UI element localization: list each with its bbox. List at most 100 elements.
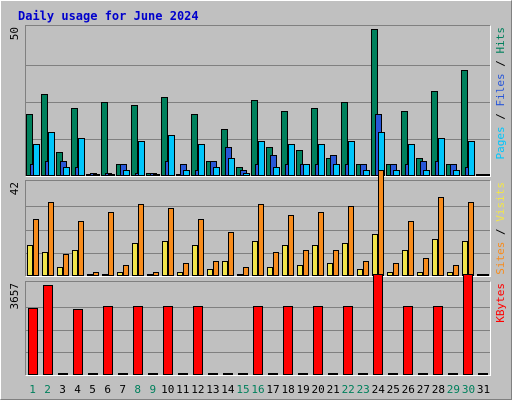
bar-pages-day-15 [243,173,250,176]
y-max-label: 42 [8,182,21,195]
bar-kbytes-day-4 [73,309,83,375]
bar-sites-day-5 [93,272,99,276]
panel-bevel-highlight [25,180,491,277]
x-tick-label-day-9: 9 [149,383,156,396]
bar-sites-day-16 [258,204,264,276]
bar-hits-day-6 [101,102,108,176]
bar-visits-day-22 [342,243,348,276]
bar-sites-day-7 [123,265,129,276]
x-tick-label-day-5: 5 [89,383,96,396]
bar-pages-day-12 [198,144,205,176]
x-tick-label-day-20: 20 [311,383,324,396]
bar-sites-day-3 [63,254,69,276]
right-axis-legend: Pages / Files / Hits [494,27,507,160]
bar-pages-day-28 [438,138,445,176]
series-hits [26,29,483,176]
x-tick-label-day-31: 31 [477,383,490,396]
bar-kbytes-day-9 [148,373,158,375]
bar-pages-day-6 [108,174,115,176]
bar-sites-day-4 [78,221,84,276]
bar-pages-day-4 [78,138,85,176]
bar-pages-day-3 [63,167,70,176]
x-tick-label-day-19: 19 [296,383,309,396]
bar-visits-day-12 [192,245,198,276]
bar-visits-day-5 [87,274,93,276]
bar-hits-day-28 [431,91,438,176]
bar-pages-day-22 [348,141,355,176]
bar-kbytes-day-24 [373,274,383,375]
x-tick-label-day-21: 21 [327,383,340,396]
x-tick-label-day-24: 24 [372,383,386,396]
bar-visits-day-29 [447,272,453,276]
bar-visits-day-21 [327,263,333,276]
bar-visits-day-10 [162,241,168,276]
bar-kbytes-day-1 [28,308,38,375]
bar-hits-day-4 [71,108,78,176]
x-tick-label-day-14: 14 [221,383,235,396]
bar-sites-day-21 [333,250,339,276]
bar-hits-day-18 [281,111,288,176]
bar-sites-day-30 [468,202,474,276]
bar-pages-day-13 [213,167,220,176]
bar-pages-day-26 [408,144,415,176]
bar-visits-day-11 [177,272,183,276]
bar-visits-day-4 [72,250,78,276]
bar-hits-day-10 [161,97,168,176]
bar-kbytes-day-13 [208,373,218,375]
bar-pages-day-30 [468,141,475,176]
bar-sites-day-9 [153,272,159,276]
x-tick-label-day-12: 12 [191,383,204,396]
bar-visits-day-30 [462,241,468,276]
right-axis-legend: Sites / Visits [494,182,507,275]
bar-hits-day-1 [26,114,33,176]
bar-visits-day-24 [372,234,378,276]
bar-hits-day-20 [311,108,318,176]
bar-visits-day-13 [207,269,213,276]
bar-visits-day-23 [357,269,363,276]
legend-hits: Hits [494,27,507,54]
x-tick-label-day-1: 1 [29,383,36,396]
x-tick-label-day-3: 3 [59,383,66,396]
bar-pages-day-10 [168,135,175,176]
bar-kbytes-day-26 [403,306,413,375]
bar-kbytes-day-11 [178,373,188,375]
bar-kbytes-day-3 [58,373,68,375]
bar-kbytes-day-7 [118,373,128,375]
chart-title: Daily usage for June 2024 [18,9,199,23]
bar-sites-day-20 [318,212,324,276]
bar-kbytes-day-17 [268,373,278,375]
x-tick-label-day-6: 6 [104,383,111,396]
panel-hits: 50 Pages / Files / Hits [8,25,507,177]
bar-kbytes-day-12 [193,306,203,375]
bar-visits-day-25 [387,272,393,276]
bar-pages-day-24 [378,132,385,176]
x-tick-label-day-4: 4 [74,383,81,396]
bar-kbytes-day-5 [88,373,98,375]
bar-pages-day-9 [153,174,160,176]
panel-kbytes: 3657 KBytes [8,274,507,376]
bar-hits-day-30 [461,70,468,176]
bar-hits-day-26 [401,111,408,176]
bar-kbytes-day-2 [43,285,53,375]
bar-sites-day-25 [393,263,399,276]
x-tick-label-day-11: 11 [176,383,189,396]
bar-pages-day-2 [48,132,55,176]
bar-sites-day-22 [348,206,354,276]
x-tick-label-day-30: 30 [462,383,475,396]
legend-sites: Sites [494,242,507,275]
bar-kbytes-day-8 [133,306,143,375]
bar-kbytes-day-28 [433,306,443,375]
bar-visits-day-7 [117,272,123,276]
bar-kbytes-day-30 [463,274,473,375]
bar-visits-day-28 [432,239,438,276]
bar-visits-day-20 [312,245,318,276]
x-tick-label-day-28: 28 [432,383,445,396]
bar-kbytes-day-27 [418,373,428,375]
bar-sites-day-31 [483,274,489,276]
bar-visits-day-18 [282,245,288,276]
bar-visits-day-16 [252,241,258,276]
bar-pages-day-17 [273,167,280,176]
bar-pages-day-5 [93,174,100,176]
bar-visits-day-9 [147,274,153,276]
bar-kbytes-day-29 [448,373,458,375]
